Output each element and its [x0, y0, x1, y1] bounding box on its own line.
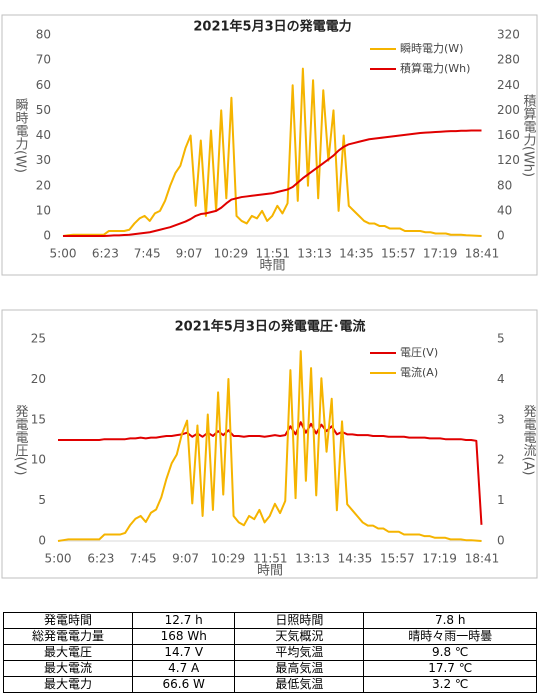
legend-label: 積算電力(Wh) — [400, 61, 470, 75]
y-tick-label: 80 — [36, 28, 51, 42]
y2-tick-label: 240 — [497, 78, 520, 92]
y-tick-label: 40 — [36, 128, 51, 142]
table-key: 最低気温 — [234, 676, 365, 693]
table-key: 発電時間 — [3, 612, 133, 629]
x-tick-label: 18:41 — [465, 247, 500, 261]
x-axis-label: 時間 — [259, 259, 285, 274]
table-value: 66.6 W — [131, 676, 236, 693]
y-tick-label: 30 — [36, 153, 51, 167]
x-tick-label: 5:00 — [50, 247, 77, 261]
table-value: 7.8 h — [363, 612, 537, 629]
y2-tick-label: 40 — [497, 203, 512, 217]
table-value: 12.7 h — [131, 612, 236, 629]
y2-tick-label: 5 — [497, 332, 505, 346]
legend-label: 電流(A) — [400, 366, 438, 379]
y-tick-label: 20 — [31, 372, 46, 386]
y2-tick-label: 80 — [497, 178, 512, 192]
y2-tick-label: 200 — [497, 103, 520, 117]
y-tick-label: 5 — [38, 493, 46, 507]
table-value: 3.2 ℃ — [363, 676, 537, 693]
table-key: 最高気温 — [234, 660, 365, 677]
y2-tick-label: 2 — [497, 453, 505, 467]
table-key: 最大電流 — [3, 660, 133, 677]
chart-title: 2021年5月3日の発電電力 — [193, 19, 351, 35]
data-line — [62, 67, 482, 237]
x-tick-label: 15:57 — [380, 552, 415, 566]
y2-tick-label: 3 — [497, 412, 505, 426]
x-tick-label: 10:29 — [214, 247, 249, 261]
x-tick-label: 7:45 — [134, 247, 161, 261]
table-key: 平均気温 — [234, 644, 365, 661]
x-tick-label: 14:35 — [339, 247, 374, 261]
table-value: 晴時々雨一時曇 — [363, 628, 537, 645]
table-row: 発電時間 12.7 h 日照時間 7.8 h — [3, 612, 537, 629]
y2-tick-label: 120 — [497, 153, 520, 167]
y-tick-label: 60 — [36, 78, 51, 92]
legend-label: 電圧(V) — [400, 346, 438, 359]
y2-tick-label: 320 — [497, 28, 520, 42]
y2-axis-label: 発電電流(A) — [521, 404, 537, 475]
y-tick-label: 15 — [31, 412, 46, 426]
x-tick-label: 6:23 — [92, 247, 119, 261]
y-tick-label: 0 — [38, 534, 46, 548]
x-tick-label: 17:19 — [422, 552, 457, 566]
y2-tick-label: 280 — [497, 53, 520, 67]
y2-tick-label: 0 — [497, 229, 505, 243]
y2-tick-label: 4 — [497, 372, 505, 386]
y-tick-label: 25 — [31, 332, 46, 346]
x-tick-label: 11:51 — [255, 247, 290, 261]
y2-axis-label: 積算電力(Wh) — [521, 94, 537, 177]
data-line — [57, 350, 482, 542]
data-line — [58, 421, 483, 525]
table-value: 17.7 ℃ — [363, 660, 537, 677]
table-key: 日照時間 — [234, 612, 365, 629]
legend-label: 瞬時電力(W) — [400, 42, 463, 55]
x-tick-label: 5:00 — [45, 552, 72, 566]
y-tick-label: 70 — [36, 53, 51, 67]
table-key: 最大電圧 — [3, 644, 133, 661]
x-tick-label: 7:45 — [130, 552, 157, 566]
table-row: 最大電力 66.6 W 最低気温 3.2 ℃ — [3, 676, 537, 693]
x-tick-label: 17:19 — [423, 247, 458, 261]
x-tick-label: 11:51 — [253, 552, 288, 566]
table-key: 天気概況 — [234, 628, 365, 645]
y-axis-label: 発電電圧(V) — [13, 404, 29, 475]
x-tick-label: 6:23 — [87, 552, 114, 566]
y-tick-label: 10 — [36, 203, 51, 217]
chart-title: 2021年5月3日の発電電圧･電流 — [175, 319, 366, 335]
table-row: 最大電流 4.7 A 最高気温 17.7 ℃ — [3, 660, 537, 677]
x-tick-label: 10:29 — [211, 552, 246, 566]
table-key: 最大電力 — [3, 676, 133, 693]
y-tick-label: 50 — [36, 103, 51, 117]
y-axis-label: 瞬時電力(W) — [13, 98, 29, 173]
x-tick-label: 14:35 — [338, 552, 373, 566]
x-tick-label: 13:13 — [297, 247, 332, 261]
data-line — [63, 129, 482, 237]
table-key: 総発電電力量 — [3, 628, 133, 645]
x-tick-label: 9:07 — [176, 247, 203, 261]
x-axis-label: 時間 — [257, 564, 283, 579]
y2-tick-label: 160 — [497, 128, 520, 142]
x-tick-label: 9:07 — [172, 552, 199, 566]
table-value: 4.7 A — [131, 660, 236, 677]
table-row: 総発電電力量 168 Wh 天気概況 晴時々雨一時曇 — [3, 628, 537, 645]
y2-tick-label: 1 — [497, 493, 505, 507]
y2-tick-label: 0 — [497, 534, 505, 548]
y-tick-label: 20 — [36, 178, 51, 192]
x-tick-label: 15:57 — [381, 247, 416, 261]
table-value: 9.8 ℃ — [363, 644, 537, 661]
summary-table: 発電時間 12.7 h 日照時間 7.8 h 総発電電力量 168 Wh 天気概況 晴時々雨一… — [3, 612, 537, 693]
table-row: 最大電圧 14.7 V 平均気温 9.8 ℃ — [3, 644, 537, 661]
chart-frame — [1, 14, 538, 276]
y-tick-label: 10 — [31, 453, 46, 467]
table-value: 14.7 V — [131, 644, 236, 661]
x-tick-label: 13:13 — [295, 552, 330, 566]
chart-frame — [1, 309, 538, 579]
y-tick-label: 0 — [43, 229, 51, 243]
charts: 2021年5月3日の発電電力01020304050607080040801201… — [1, 14, 538, 579]
x-tick-label: 18:41 — [465, 552, 500, 566]
table-value: 168 Wh — [131, 628, 236, 645]
